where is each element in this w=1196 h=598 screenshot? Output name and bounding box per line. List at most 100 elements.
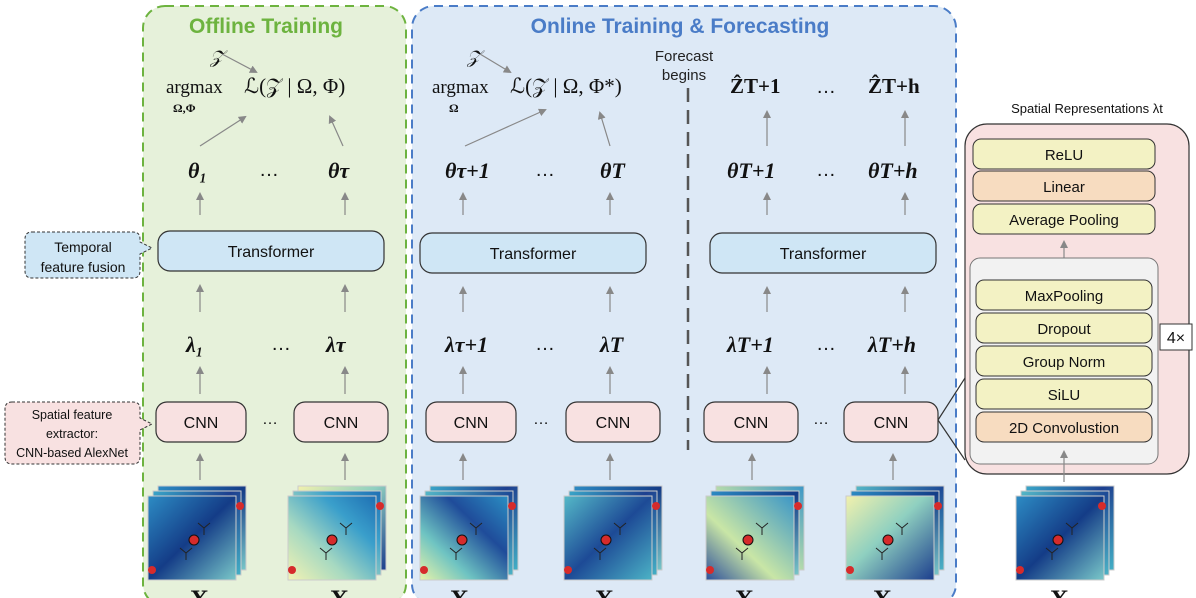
lambda-1: λ₁	[185, 332, 203, 357]
layer-conv2d	[975, 411, 1153, 443]
cnn-label-1: CNN	[184, 415, 219, 432]
layer-relu-label: ReLU	[1045, 147, 1083, 164]
spatial-callout-line3: CNN-based AlexNet	[16, 446, 128, 460]
spatial-panel-title: Spatial Representations λt	[1011, 101, 1163, 116]
theta-T: θT	[600, 158, 626, 183]
layer-groupnorm	[975, 345, 1153, 377]
transformer-offline	[157, 230, 385, 272]
cnn-label-2: CNN	[324, 415, 359, 432]
layer-linear-label: Linear	[1043, 179, 1085, 196]
theta-1: θ₁	[188, 158, 207, 183]
spatial-callout	[4, 401, 154, 465]
lambda-ellipsis-1: …	[271, 333, 291, 355]
offline-eq-expr: ℒ(𝒵 | Ω, Φ)	[244, 74, 345, 98]
x-label-5: X	[735, 585, 754, 598]
x-label-2: X	[330, 585, 349, 598]
forecast-label-line1: Forecast	[655, 48, 714, 65]
offline-title: Offline Training	[189, 15, 343, 38]
heatmap-icon	[705, 485, 805, 581]
layer-avgpool-label: Average Pooling	[1009, 212, 1119, 229]
online-eq-top: 𝒵	[466, 47, 485, 67]
lambda-T-plus-1: λT+1	[726, 332, 774, 357]
transformer-forecast	[709, 232, 937, 274]
temporal-callout-line2: feature fusion	[41, 259, 126, 275]
lambda-ellipsis-3: …	[816, 333, 836, 355]
x-label-1: X	[190, 585, 209, 598]
output-ellipsis: …	[816, 76, 836, 98]
heatmap-icon	[147, 485, 247, 581]
cnn-lambda-arrows	[196, 366, 909, 394]
heatmap-icon	[419, 485, 519, 581]
lambda-tau-plus-1: λτ+1	[444, 332, 488, 357]
layer-silu	[975, 378, 1153, 410]
cnn-ellipsis-3: …	[813, 411, 829, 428]
theta-ellipsis-1: …	[259, 159, 279, 181]
theta-tau-plus-1: θτ+1	[445, 158, 490, 183]
offline-eq-arrow	[221, 53, 258, 73]
cnn-boxes	[155, 401, 939, 443]
theta-tau: θτ	[328, 158, 350, 183]
online-eq-op: argmax	[432, 77, 489, 98]
lambda-ellipsis-2: …	[535, 333, 555, 355]
offline-eq-top: 𝒵	[209, 47, 228, 67]
spatial-callout-line1: Spatial feature	[32, 408, 113, 422]
repeat-badge-label: 4×	[1167, 330, 1185, 347]
offline-eq-sub: Ω,Φ	[173, 101, 196, 115]
output-z-th: ẐT+h	[868, 74, 920, 98]
forecast-label-line2: begins	[662, 67, 706, 84]
lambda-tau: λτ	[325, 332, 347, 357]
heatmap-icon	[845, 485, 945, 581]
x-label-3: X	[450, 585, 469, 598]
layer-maxpool	[975, 279, 1153, 311]
transformer-theta-arrows	[196, 192, 909, 215]
cnn-label-6: CNN	[874, 415, 909, 432]
layer-conv2d-label: 2D Convolustion	[1009, 420, 1119, 437]
online-eq-arrow	[479, 53, 512, 74]
cnn-label-4: CNN	[596, 415, 631, 432]
transformer-online-label: Transformer	[490, 246, 577, 263]
arrow-theta1-eq	[199, 115, 247, 147]
layer-dropout	[975, 312, 1153, 344]
x-label-4: X	[595, 585, 614, 598]
transformer-online	[419, 232, 647, 274]
x-label-7: X	[1050, 585, 1069, 598]
offline-eq-op: argmax	[166, 77, 223, 98]
theta-T-plus-h: θT+h	[868, 158, 918, 183]
arrow-thetatau-eq	[328, 115, 344, 147]
spatial-callout-line2: extractor:	[46, 427, 98, 441]
layer-relu	[972, 138, 1156, 170]
transformer-forecast-label: Transformer	[780, 246, 867, 263]
heatmap-icon	[1015, 485, 1115, 581]
online-section	[411, 5, 957, 598]
lambda-transformer-arrows	[196, 284, 909, 312]
spatial-panel-zoom-lines	[937, 377, 966, 461]
cnn-ellipsis-1: …	[262, 411, 278, 428]
online-eq-sub: Ω	[449, 101, 459, 115]
x-label-6: X	[873, 585, 892, 598]
lambda-T-plus-h: λT+h	[867, 332, 916, 357]
layer-groupnorm-label: Group Norm	[1023, 354, 1106, 371]
temporal-callout	[24, 231, 154, 279]
arrow-theta-tau1-eq	[464, 108, 547, 147]
online-eq-expr: ℒ(𝒵 | Ω, Φ*)	[510, 74, 622, 98]
offline-section	[142, 5, 407, 598]
layer-silu-label: SiLU	[1048, 387, 1081, 404]
cnn-label-3: CNN	[454, 415, 489, 432]
heatmap-icon	[287, 485, 387, 581]
online-title: Online Training & Forecasting	[531, 15, 830, 38]
theta-ellipsis-3: …	[816, 159, 836, 181]
layer-linear	[972, 170, 1156, 202]
layer-avgpool	[972, 203, 1156, 235]
theta-T-plus-1: θT+1	[727, 158, 775, 183]
cnn-label-5: CNN	[734, 415, 769, 432]
heatmap-icon	[563, 485, 663, 581]
temporal-callout-line1: Temporal	[54, 239, 112, 255]
arrow-thetaT-eq	[597, 111, 611, 147]
theta-ellipsis-2: …	[535, 159, 555, 181]
repeat-badge	[1159, 323, 1193, 351]
lambda-T: λT	[599, 332, 625, 357]
output-z-t1: ẐT+1	[730, 74, 780, 98]
input-cnn-arrows	[196, 453, 897, 480]
layer-dropout-label: Dropout	[1037, 321, 1091, 338]
